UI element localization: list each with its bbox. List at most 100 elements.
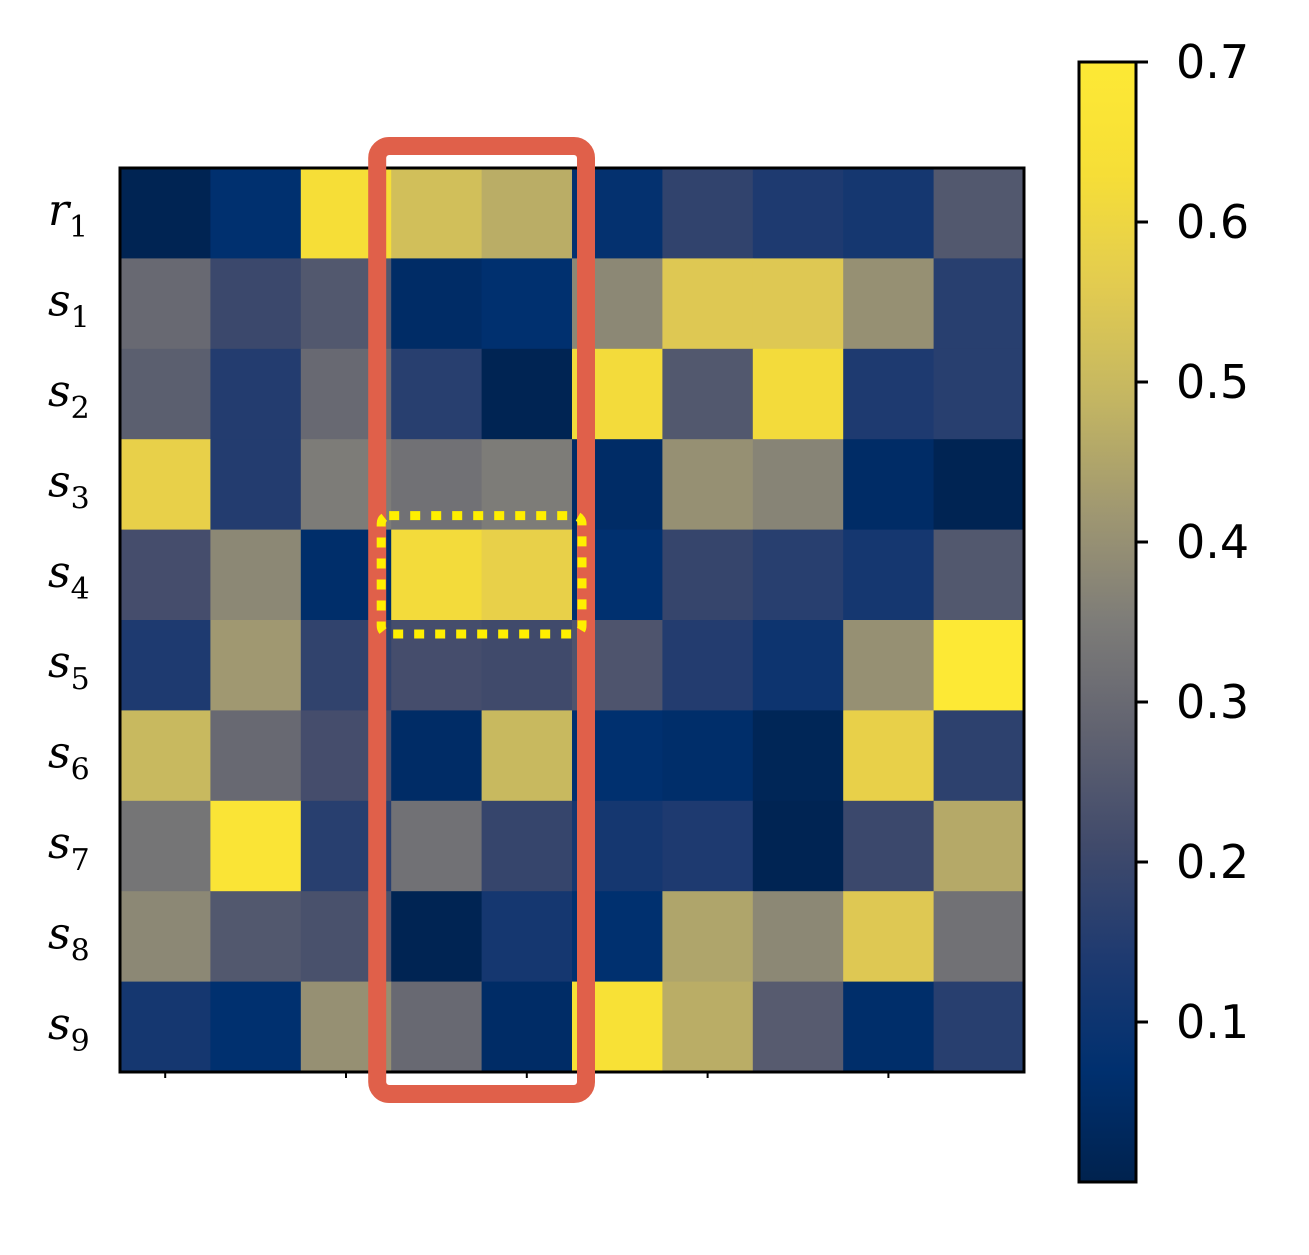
- heatmap-cell: [662, 168, 754, 259]
- heatmap-cell: [210, 168, 302, 259]
- row-label-subscript: 3: [71, 481, 90, 516]
- heatmap-cell: [843, 800, 935, 892]
- row-label-subscript: 4: [71, 572, 90, 607]
- heatmap-cell: [391, 258, 483, 350]
- colorbar-gradient: [1079, 62, 1136, 1182]
- heatmap-cell: [933, 800, 1025, 892]
- heatmap-cell: [391, 981, 483, 1073]
- colorbar-tick-label: 0.6: [1176, 195, 1249, 249]
- heatmap-cell: [843, 981, 935, 1073]
- heatmap-cell: [210, 529, 302, 621]
- row-label-subscript: 1: [69, 210, 88, 245]
- heatmap-cell: [120, 168, 211, 259]
- heatmap-cell: [210, 348, 302, 440]
- heatmap-cell: [481, 168, 573, 259]
- heatmap-cell: [120, 891, 211, 983]
- row-label-name: s: [48, 908, 71, 959]
- heatmap-cell: [933, 348, 1025, 440]
- heatmap-cell: [391, 710, 483, 802]
- heatmap-cell: [391, 891, 483, 983]
- heatmap-cell: [933, 258, 1025, 350]
- row-label: s2: [48, 366, 90, 426]
- colorbar-tick-label: 0.2: [1176, 835, 1249, 889]
- heatmap-cell: [662, 710, 754, 802]
- heatmap-cell: [481, 710, 573, 802]
- heatmap-cell: [210, 710, 302, 802]
- row-label-name: s: [48, 637, 71, 688]
- colorbar-ticks: 0.1 0.2 0.3 0.4 0.5 0.6 0.7: [1136, 35, 1249, 1049]
- heatmap-cell: [120, 620, 211, 711]
- heatmap-cell: [662, 439, 754, 531]
- row-label-subscript: 7: [71, 843, 90, 878]
- heatmap-cell: [933, 529, 1025, 621]
- row-label-subscript: 9: [71, 1024, 90, 1059]
- heatmap-cell: [481, 891, 573, 983]
- heatmap-cells: [120, 168, 1025, 1073]
- heatmap-cell: [210, 439, 302, 531]
- heatmap-cell: [210, 891, 302, 983]
- heatmap-cell: [210, 981, 302, 1073]
- row-label-name: s: [48, 456, 71, 507]
- heatmap-cell: [752, 439, 844, 531]
- heatmap-cell: [120, 529, 211, 621]
- heatmap-cell: [933, 620, 1025, 711]
- heatmap-cell: [933, 981, 1025, 1073]
- colorbar-tick-label: 0.3: [1176, 675, 1249, 729]
- heatmap-cell: [933, 710, 1025, 802]
- heatmap-cell: [752, 981, 844, 1073]
- heatmap-cell: [120, 258, 211, 350]
- heatmap-cell: [843, 439, 935, 531]
- heatmap-cell: [481, 348, 573, 440]
- row-label-name: s: [48, 366, 71, 417]
- heatmap-cell: [662, 348, 754, 440]
- heatmap-cell: [391, 800, 483, 892]
- heatmap-cell: [120, 981, 211, 1073]
- row-label-subscript: 5: [71, 662, 90, 697]
- row-label: s7: [48, 818, 90, 878]
- heatmap-cell: [843, 258, 935, 350]
- heatmap-cell: [752, 710, 844, 802]
- heatmap-cell: [662, 258, 754, 350]
- heatmap-cell: [752, 800, 844, 892]
- row-label-subscript: 8: [71, 933, 90, 968]
- row-label-name: s: [48, 276, 71, 327]
- row-label-name: s: [48, 818, 71, 869]
- heatmap-cell: [210, 620, 302, 711]
- row-label-subscript: 2: [71, 391, 90, 426]
- heatmap-cell: [752, 348, 844, 440]
- colorbar-tick-label: 0.1: [1176, 995, 1249, 1049]
- heatmap-cell: [210, 258, 302, 350]
- heatmap-cell: [662, 529, 754, 621]
- heatmap-cell: [843, 710, 935, 802]
- heatmap-cell: [662, 981, 754, 1073]
- heatmap-cell: [662, 891, 754, 983]
- heatmap-cell: [752, 620, 844, 711]
- heatmap-cell: [843, 620, 935, 711]
- row-label-name: s: [48, 999, 71, 1050]
- heatmap-cell: [481, 258, 573, 350]
- heatmap-cell: [481, 800, 573, 892]
- row-label: s3: [48, 456, 90, 516]
- heatmap-cell: [662, 620, 754, 711]
- heatmap-cell: [752, 891, 844, 983]
- heatmap-cell: [752, 258, 844, 350]
- row-label: s1: [48, 276, 90, 336]
- heatmap-cell: [843, 348, 935, 440]
- heatmap-cell: [752, 529, 844, 621]
- row-label-subscript: 6: [71, 753, 90, 788]
- row-label: s6: [48, 728, 90, 788]
- heatmap-cell: [210, 800, 302, 892]
- row-label: r1: [48, 185, 88, 245]
- colorbar-tick-label: 0.4: [1176, 515, 1249, 569]
- colorbar-tick-label: 0.5: [1176, 355, 1249, 409]
- row-label-name: s: [48, 728, 71, 779]
- column-highlight-box: [368, 137, 596, 1103]
- heatmap-cell: [481, 529, 573, 621]
- heatmap-cell: [933, 439, 1025, 531]
- heatmap-cell: [843, 891, 935, 983]
- x-axis-ticks: [164, 1072, 890, 1078]
- row-label-name: s: [48, 547, 71, 598]
- heatmap-cell: [120, 439, 211, 531]
